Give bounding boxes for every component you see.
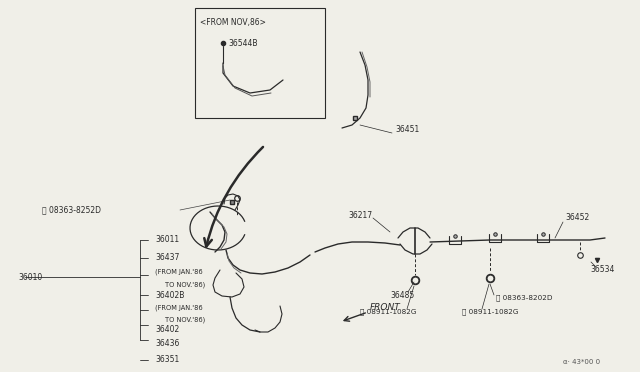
- Text: 36402: 36402: [155, 326, 179, 334]
- Text: 36011: 36011: [155, 235, 179, 244]
- Text: Ⓢ 08363-8202D: Ⓢ 08363-8202D: [496, 295, 552, 301]
- Text: TO NOV.'86): TO NOV.'86): [165, 317, 205, 323]
- Text: 36436: 36436: [155, 339, 179, 347]
- Text: 36452: 36452: [565, 214, 589, 222]
- Text: Ⓢ 08363-8252D: Ⓢ 08363-8252D: [42, 205, 101, 215]
- Text: 36544B: 36544B: [228, 38, 257, 48]
- Text: (FROM JAN.'86: (FROM JAN.'86: [155, 305, 203, 311]
- Text: 36485: 36485: [390, 291, 414, 299]
- Text: FRONT: FRONT: [370, 304, 401, 312]
- Text: 36534: 36534: [590, 266, 614, 275]
- Text: ⓝ 08911-1082G: ⓝ 08911-1082G: [462, 309, 518, 315]
- Text: 36402B: 36402B: [155, 291, 184, 299]
- Text: <FROM NOV,86>: <FROM NOV,86>: [200, 17, 266, 26]
- Bar: [195, 8, 325, 118]
- Text: 36010: 36010: [18, 273, 42, 282]
- Text: 36351: 36351: [155, 356, 179, 365]
- Text: (FROM JAN.'86: (FROM JAN.'86: [155, 269, 203, 275]
- Text: TO NOV.'86): TO NOV.'86): [165, 282, 205, 288]
- Text: 36451: 36451: [395, 125, 419, 135]
- Text: 36437: 36437: [155, 253, 179, 263]
- Text: α· 43*00 0: α· 43*00 0: [563, 359, 600, 365]
- Text: ⓝ 08911-1082G: ⓝ 08911-1082G: [360, 309, 417, 315]
- Text: 36217: 36217: [348, 211, 372, 219]
